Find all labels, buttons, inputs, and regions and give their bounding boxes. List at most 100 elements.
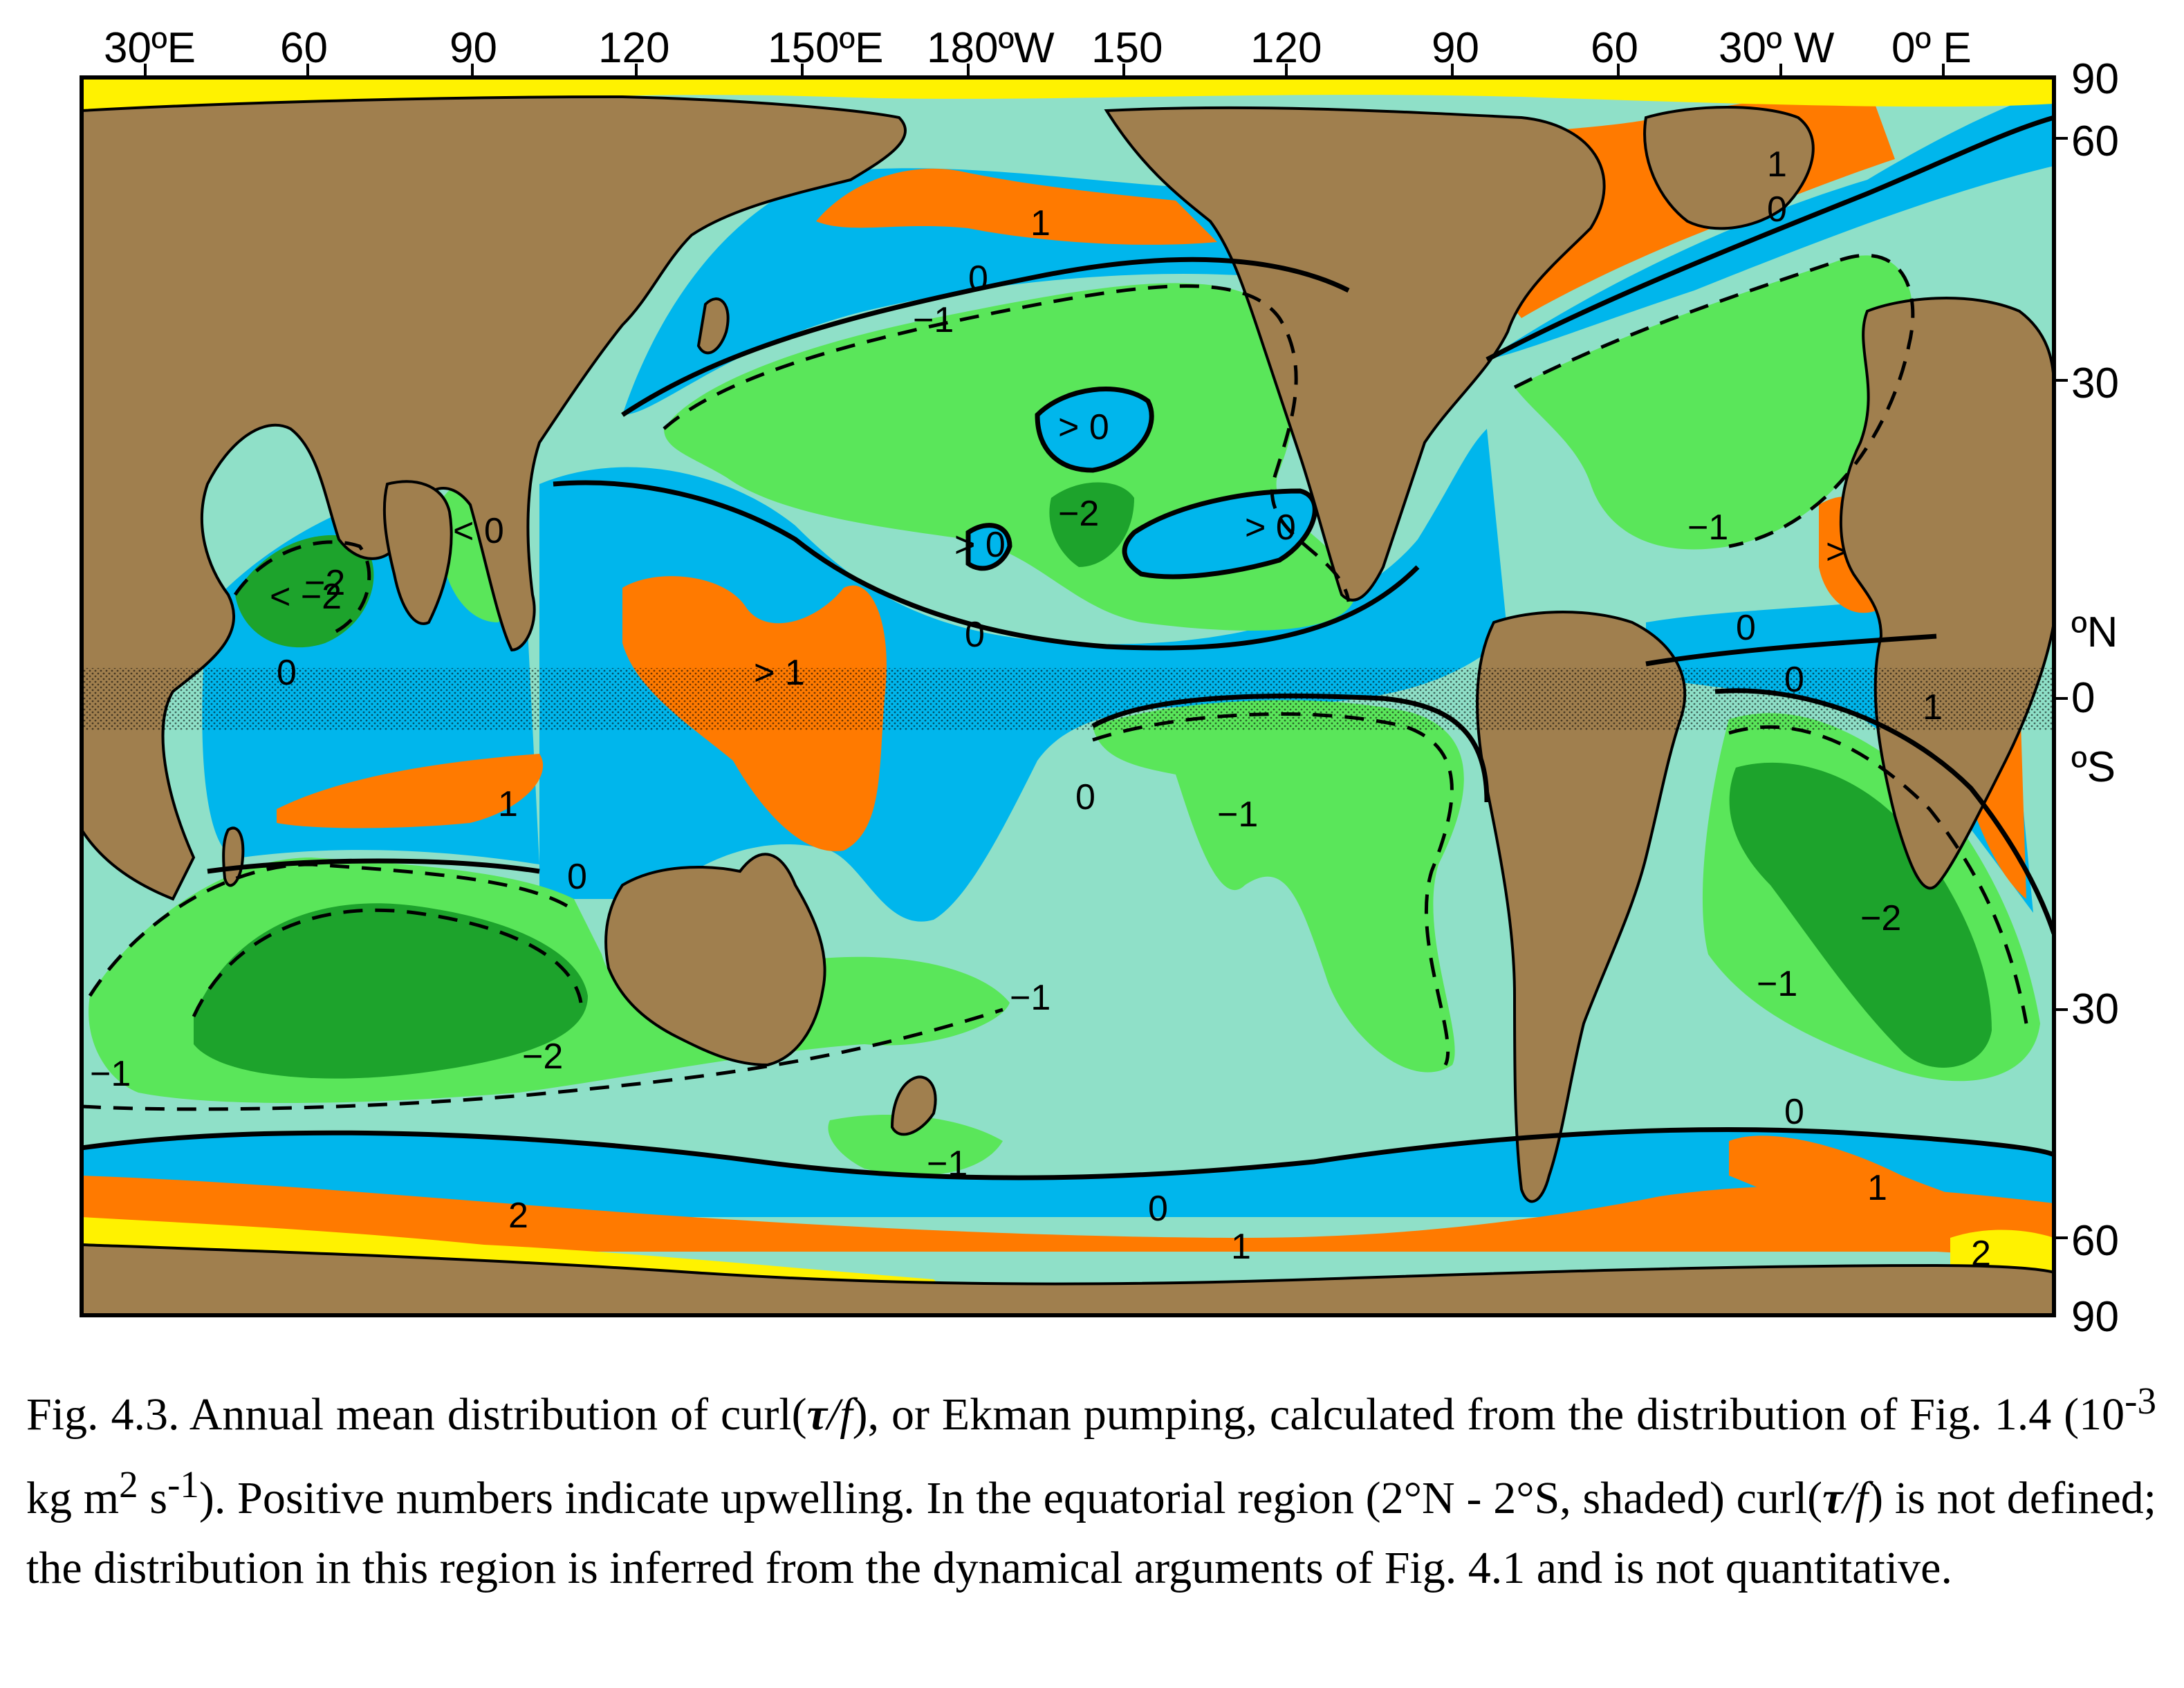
caption-slash-f: /f [1842,1473,1869,1523]
lon-label: 90 [450,24,497,72]
contour-label: 0 [277,653,297,693]
south-pacific-west-minus1 [828,1114,1003,1176]
contour-label: −2 [304,563,345,603]
southern-ocean-positive-band [82,1129,2054,1217]
kamchatka-upwelling-region [816,168,1217,245]
contour-labels: 1 0 1 0 −1 > 0 −2 > 0 > 0 < −2 < 0 0 > 1… [90,145,1991,1274]
drake-passage-upwelling-region [1729,1135,2054,1259]
lat-label: 60 [2071,1217,2119,1265]
contour-label: 0 [965,615,985,655]
contour-label: 1 [498,784,518,824]
equatorial-shaded-band [82,668,2054,730]
longitude-labels: 30ºE 60 90 120 150ºE 180ºW 150 120 90 60… [104,24,1972,72]
lon-label: 60 [1591,24,1638,72]
caption-part: ), or Ekman pumping, calculated from the… [852,1389,2125,1440]
lon-label: 30ºE [104,24,196,72]
japan-land [696,297,730,355]
contour-label: 0 [1767,189,1787,230]
contour-label: 0 [1784,1092,1804,1132]
arctic-ice-region [82,77,2054,118]
contour-label: > 1 [754,653,805,693]
contour-label: −1 [1010,978,1051,1018]
north-atlantic-subtropical-minus1 [1515,255,1913,550]
greenland-land [1643,106,1815,230]
contour-label: −2 [522,1037,563,1077]
lon-label: 150ºE [768,24,883,72]
new-zealand-land [890,1075,937,1136]
tick-marks [144,64,2068,1239]
eurasia-africa-land [82,95,907,901]
contour-label: 2 [508,1196,528,1236]
lat-label: ºN [2071,609,2118,656]
contour-label: 1 [1867,1168,1887,1208]
contour-label: −1 [1217,795,1258,835]
north-indian-upwelling-region [277,754,544,828]
south-pacific-subtropical-minus1 [1093,700,1464,1073]
caption-part: ). Positive numbers indicate upwelling. … [198,1473,1823,1523]
contour-label: −1 [1687,508,1728,548]
zero-contours [82,115,2054,1180]
south-atlantic-minus2 [1729,762,1992,1068]
caption-exponent: 2 [119,1463,138,1505]
land-masses [82,95,2054,1315]
contour-label: > 0 [954,525,1006,565]
latitude-labels: 90 60 30 ºN 0 ºS 30 60 90 [2071,55,2119,1341]
africa-land [1839,297,2054,890]
contour-label: 0 [1075,777,1095,817]
map-frame [80,75,2056,1317]
north-america-land [1104,106,1606,602]
central-pacific-positive-pocket [1122,488,1317,579]
contour-label: −2 [1058,494,1099,534]
contour-label: > [1826,532,1847,572]
lon-label: 90 [1432,24,1479,72]
contour-label: −1 [90,1054,131,1094]
contour-label: 0 [1736,608,1756,648]
caption-part: ) is not defined; the distribution in th… [26,1473,2157,1593]
lon-label: 60 [280,24,328,72]
south-indian-minus2 [194,903,588,1079]
figure-caption: Fig. 4.3. Annual mean distribution of cu… [26,1366,2156,1603]
lat-label: 30 [2071,985,2119,1033]
contour-label: < 0 [453,511,504,551]
india-land [382,480,453,625]
contour-label: > 0 [1058,407,1109,447]
contour-label: < −2 [270,577,342,617]
dashed-contours [82,253,2028,1111]
contour-label: > 0 [1245,508,1296,548]
australia-land [604,853,826,1067]
caption-part: s [138,1473,168,1523]
contour-label: 1 [1030,203,1051,243]
caption-tau: τ [806,1389,827,1440]
lon-label: 120 [1250,24,1322,72]
contour-label: −1 [927,1144,968,1184]
lon-label: 30º W [1719,24,1835,72]
contour-label: −1 [913,300,954,340]
contour-label: −2 [1860,898,1901,938]
contour-label: 0 [968,259,988,299]
antarctica-land [82,1243,2054,1315]
lon-label: 0º E [1891,24,1972,72]
lon-label: 180ºW [927,24,1055,72]
hawaii-positive-pocket [1035,387,1154,473]
contour-label: 2 [1971,1234,1991,1274]
lon-label: 120 [598,24,669,72]
contour-label: 1 [1923,687,1943,727]
contour-label: 0 [567,857,587,897]
southern-ocean-upwelling-region [82,1176,2054,1252]
lon-label: 150 [1091,24,1163,72]
lat-label: 90 [2071,55,2119,103]
north-pacific-minus2 [1049,482,1134,567]
caption-exponent: -1 [167,1463,199,1505]
contour-label: 1 [1231,1227,1251,1267]
contour-label: 0 [1784,660,1804,700]
lat-label: 30 [2071,360,2119,407]
caption-part: kg m [26,1473,120,1523]
lat-label: 90 [2071,1293,2119,1341]
caption-slash-f: /f [826,1389,853,1440]
arabian-sea-minus2 [235,535,374,648]
lat-label: 0 [2071,674,2095,722]
contour-label: 1 [1767,145,1787,185]
lat-label: ºS [2071,743,2116,791]
caption-part: Fig. 4.3. Annual mean distribution of cu… [26,1389,807,1440]
